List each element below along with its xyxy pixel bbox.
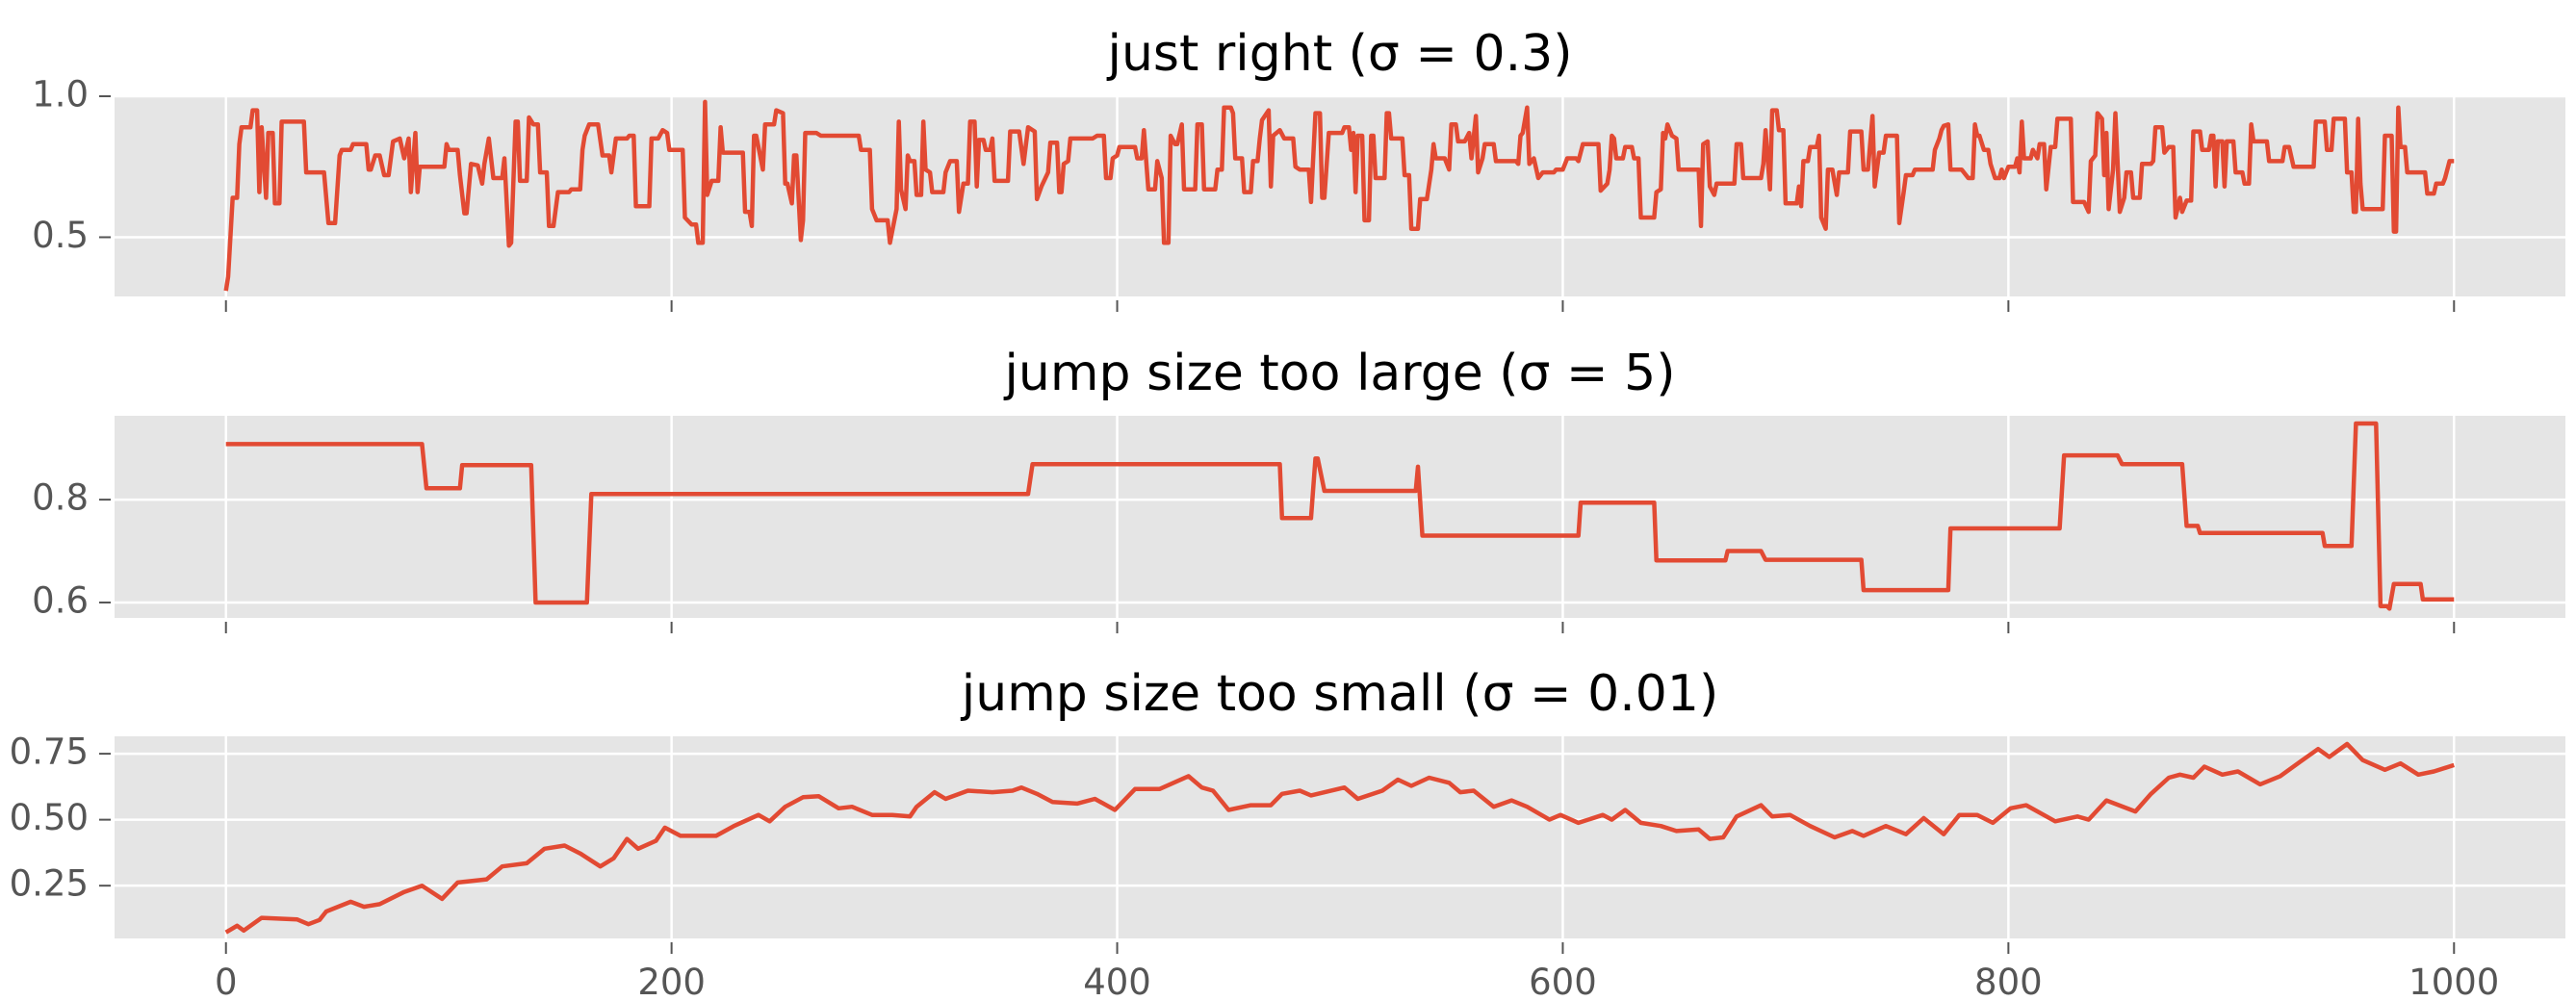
y-tick-label: 1.0 — [32, 74, 89, 116]
subplot-title: jump size too small (σ = 0.01) — [961, 665, 1718, 723]
axes-background — [115, 416, 2565, 618]
axes-background — [115, 736, 2565, 938]
subplot-title: jump size too large (σ = 5) — [1003, 345, 1675, 402]
gridlines — [115, 416, 2565, 618]
ticks: 0 200 400 600 800 1000 0.25 0.50 0.75 — [10, 732, 2500, 1001]
series-line — [225, 421, 2455, 611]
x-tick-label: 400 — [1083, 962, 1151, 1001]
subplot-just-right: 0.5 1.0 just right (σ = 0.3) — [32, 25, 2565, 312]
y-tick-label: 0.50 — [10, 797, 89, 838]
series-line — [223, 99, 2455, 292]
y-tick-label: 0.8 — [32, 477, 89, 519]
subplot-jump-too-small: 0 200 400 600 800 1000 0.25 0.50 0.75 jump size … — [10, 665, 2565, 1001]
x-tick-label: 0 — [215, 962, 238, 1001]
x-tick-label: 1000 — [2409, 962, 2499, 1001]
y-tick-label: 0.5 — [32, 215, 89, 256]
series-line — [224, 741, 2455, 935]
gridlines — [115, 736, 2565, 938]
y-tick-label: 0.75 — [10, 732, 89, 773]
subplot-title: just right (σ = 0.3) — [1107, 25, 1573, 83]
x-tick-label: 600 — [1529, 962, 1597, 1001]
gridlines — [115, 94, 2565, 296]
ticks: 0.6 0.8 — [32, 477, 2456, 633]
y-tick-label: 0.6 — [32, 579, 89, 621]
axes-background — [115, 96, 2565, 296]
subplot-jump-too-large: 0.6 0.8 jump size too large (σ = 5) — [32, 345, 2565, 633]
x-tick-label: 800 — [1974, 962, 2043, 1001]
ticks: 0.5 1.0 — [32, 74, 2456, 312]
x-tick-label: 200 — [637, 962, 706, 1001]
y-tick-label: 0.25 — [10, 863, 89, 905]
